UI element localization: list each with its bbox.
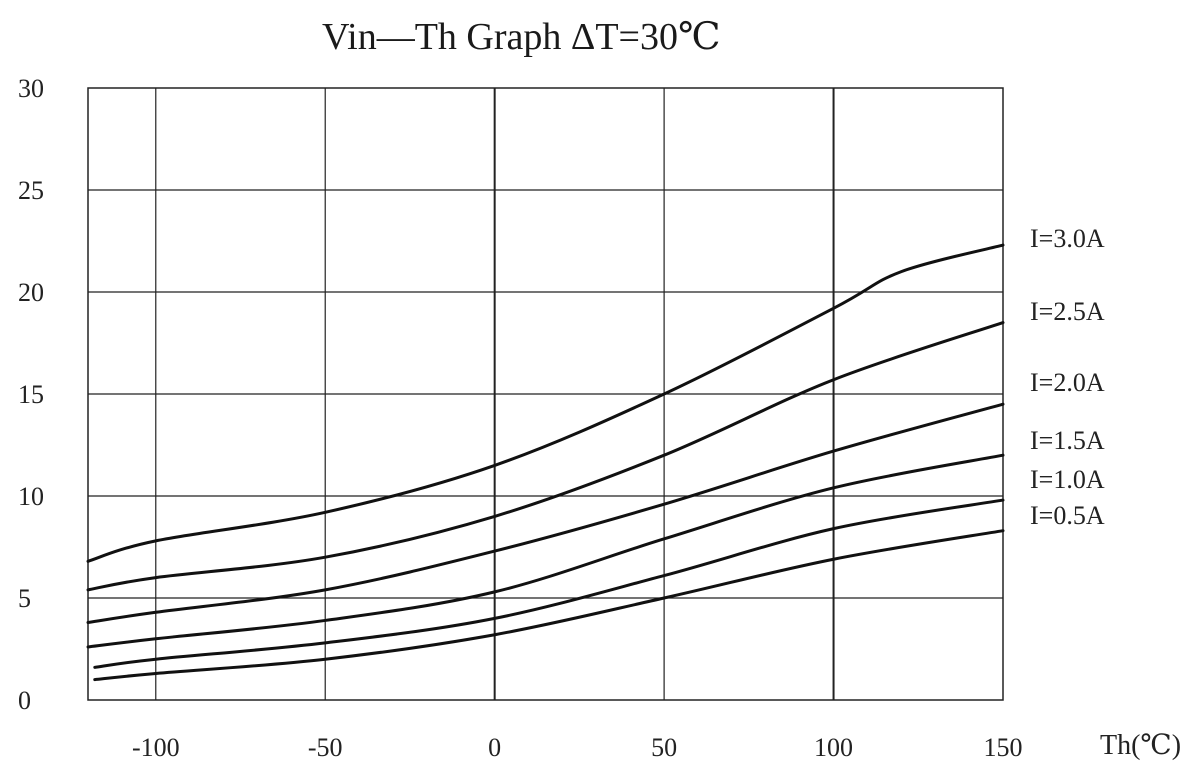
series-label: I=3.0A xyxy=(1030,224,1105,253)
chart-title: Vin—Th Graph ΔT=30℃ xyxy=(322,16,721,58)
series-line xyxy=(86,321,1005,592)
y-tick-label: 5 xyxy=(18,584,31,613)
y-tick-label: 20 xyxy=(18,278,44,307)
x-tick-label: 100 xyxy=(814,733,853,762)
x-axis-label: Th(℃) xyxy=(1100,730,1182,761)
x-tick-label: 150 xyxy=(984,733,1023,762)
series-line xyxy=(86,453,1005,649)
y-tick-label: 15 xyxy=(18,380,44,409)
series-label: I=0.5A xyxy=(1030,501,1105,530)
series-label: I=1.5A xyxy=(1030,426,1105,455)
x-tick-label: -100 xyxy=(132,733,180,762)
grid-lines xyxy=(87,87,1004,701)
x-tick-label: 0 xyxy=(488,733,501,762)
series-line xyxy=(93,529,1005,682)
y-tick-labels: 0 5 10 15 20 25 30 xyxy=(18,74,44,715)
y-tick-label: 10 xyxy=(18,482,44,511)
series-label: I=1.0A xyxy=(1030,465,1105,494)
y-tick-label: 25 xyxy=(18,176,44,205)
x-tick-label: 50 xyxy=(651,733,677,762)
x-tick-label: -50 xyxy=(308,733,343,762)
series-lines xyxy=(86,243,1005,682)
series-labels: I=3.0A I=2.5A I=2.0A I=1.5A I=1.0A I=0.5A xyxy=(1030,224,1105,530)
series-label: I=2.5A xyxy=(1030,297,1105,326)
series-line xyxy=(86,402,1005,624)
y-tick-label: 0 xyxy=(18,686,31,715)
series-line xyxy=(93,498,1005,669)
x-tick-labels: -100 -50 0 50 100 150 xyxy=(132,733,1023,762)
y-tick-label: 30 xyxy=(18,74,44,103)
series-label: I=2.0A xyxy=(1030,368,1105,397)
series-line xyxy=(86,243,1005,563)
